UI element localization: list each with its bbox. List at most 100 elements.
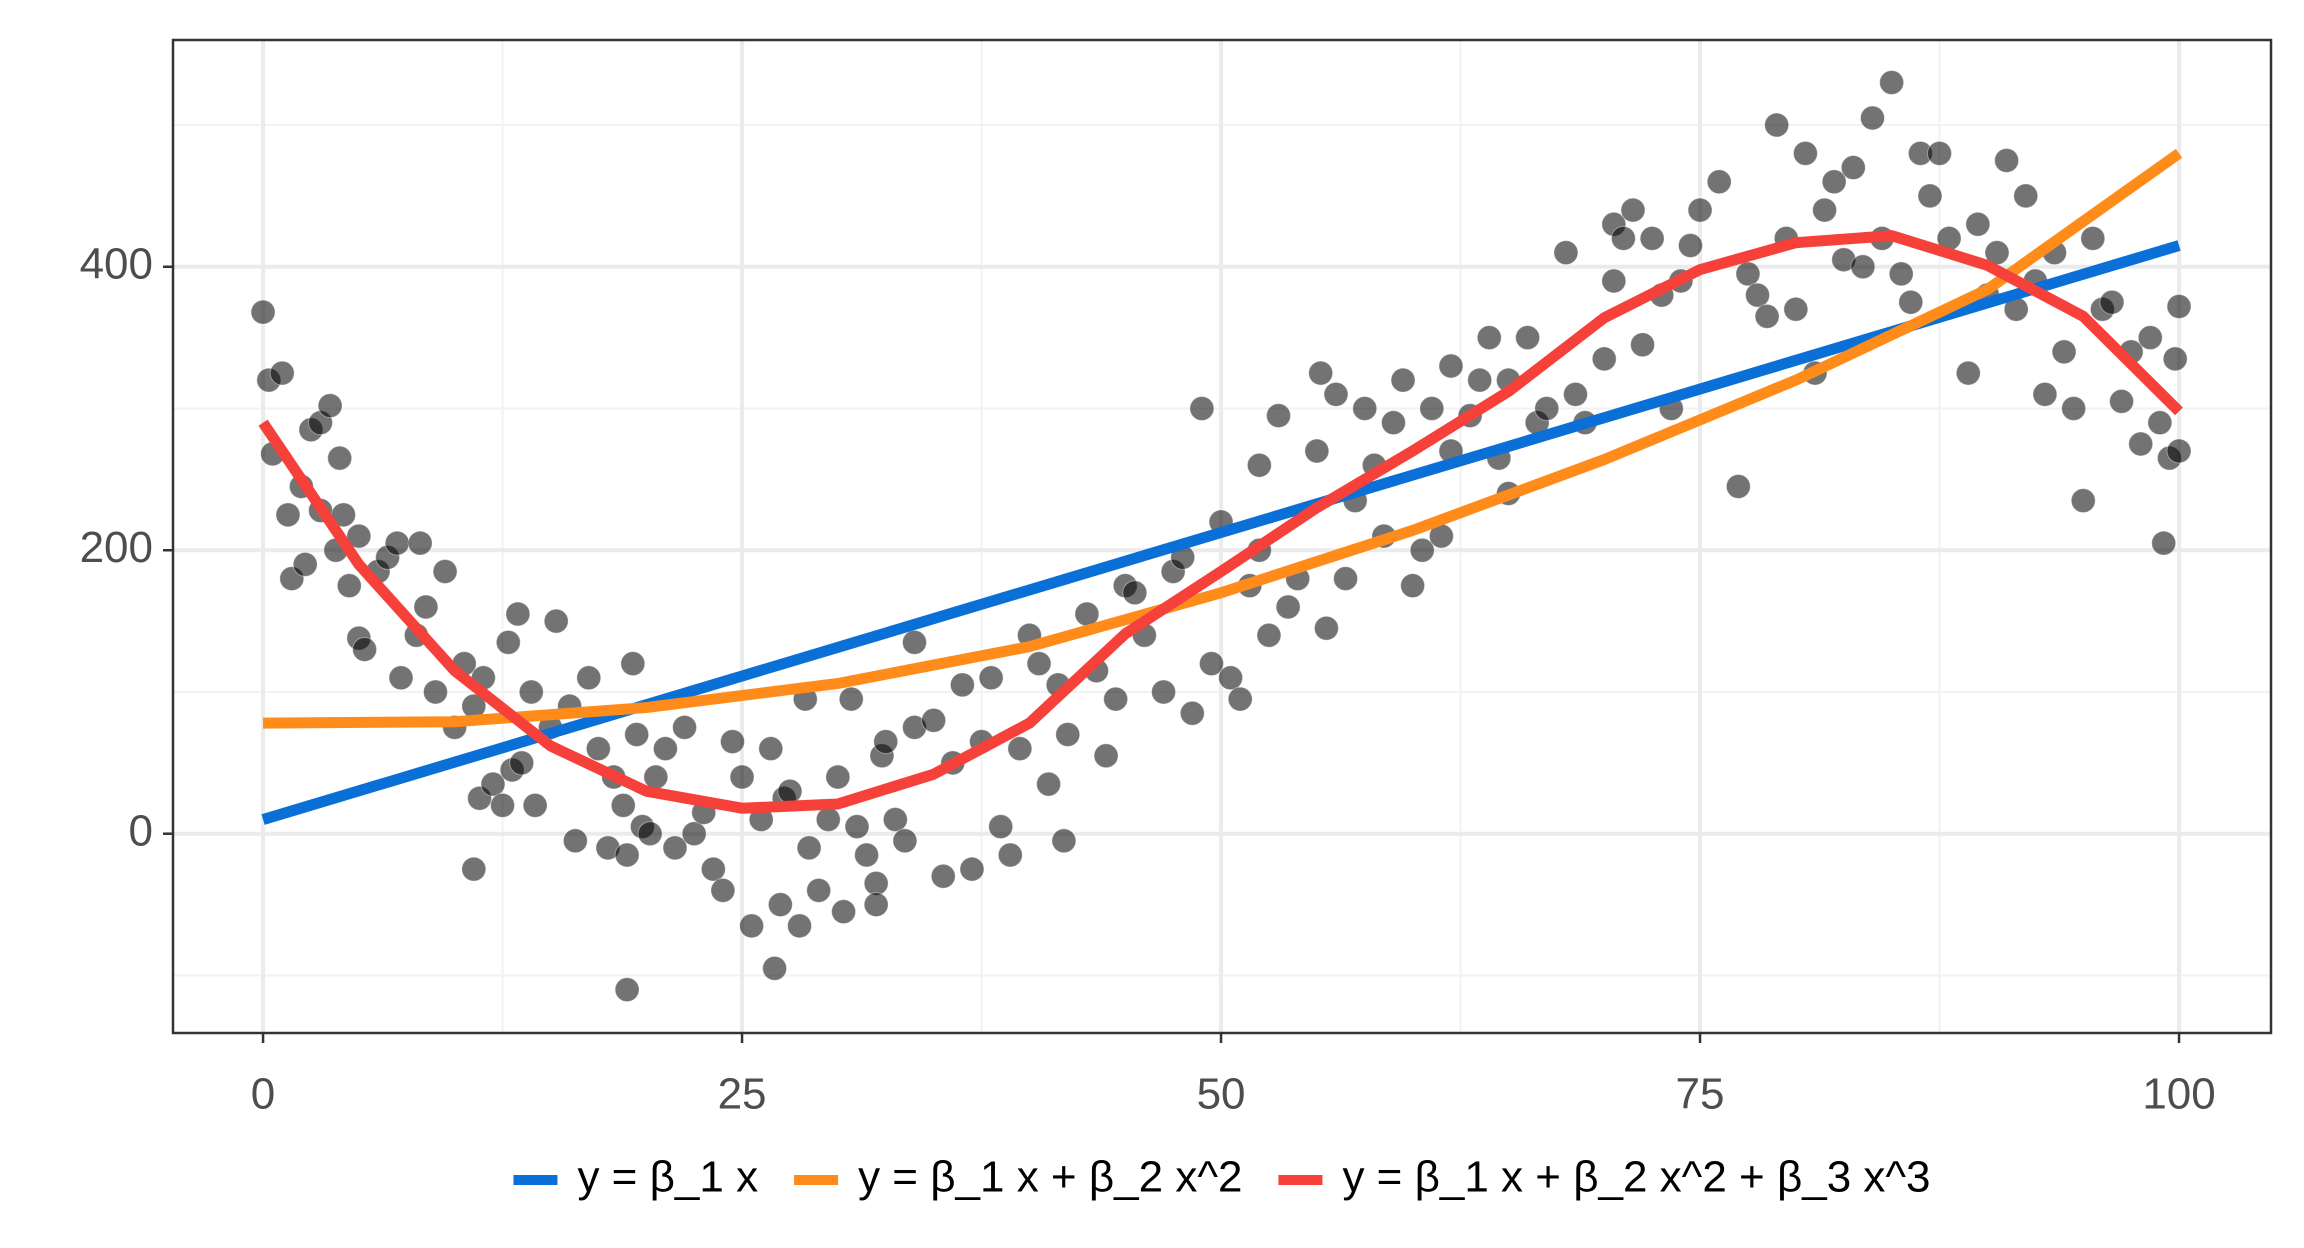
point <box>1515 325 1541 351</box>
point <box>2162 346 2188 372</box>
point <box>873 729 899 755</box>
point <box>610 792 636 818</box>
legend-label: y = β_1 x + β_2 x^2 <box>858 1153 1242 1202</box>
point <box>384 530 410 556</box>
point <box>2013 183 2039 209</box>
point <box>1927 140 1953 166</box>
point <box>1179 700 1205 726</box>
point <box>562 828 588 854</box>
point <box>652 736 678 762</box>
point <box>1151 679 1177 705</box>
point <box>388 665 414 691</box>
point <box>1783 296 1809 322</box>
point <box>352 636 378 662</box>
point <box>1055 722 1081 748</box>
point <box>1122 580 1148 606</box>
point <box>1955 360 1981 386</box>
point <box>346 523 372 549</box>
point <box>422 679 448 705</box>
point <box>2070 488 2096 514</box>
point <box>2109 388 2135 414</box>
point <box>838 686 864 712</box>
point <box>1323 381 1349 407</box>
point <box>662 835 688 861</box>
point <box>336 573 362 599</box>
point <box>1591 346 1617 372</box>
point <box>250 299 276 325</box>
point <box>2032 381 2058 407</box>
point <box>844 814 870 840</box>
point <box>901 629 927 655</box>
point <box>1898 289 1924 315</box>
axes: 0 25 50 75 100 0 200 400 <box>80 239 2216 1118</box>
point <box>2080 225 2106 251</box>
fit-line <box>263 148 2183 729</box>
point <box>585 736 611 762</box>
point <box>2128 431 2154 457</box>
point <box>815 807 841 833</box>
point <box>620 651 646 677</box>
point <box>806 877 832 903</box>
point <box>480 771 506 797</box>
point <box>854 842 880 868</box>
point <box>407 530 433 556</box>
point <box>1639 225 1665 251</box>
point <box>1917 183 1943 209</box>
point <box>317 393 343 419</box>
point <box>988 814 1014 840</box>
point <box>767 892 793 918</box>
point <box>1313 615 1339 641</box>
x-tick-label: 75 <box>1676 1070 1725 1119</box>
point <box>1994 147 2020 173</box>
point <box>1380 410 1406 436</box>
point <box>1227 686 1253 712</box>
point <box>1218 665 1244 691</box>
point <box>495 629 521 655</box>
fit-line <box>261 240 2181 825</box>
legend: y = β_1 x y = β_1 x + β_2 x^2 y = β_1 x + … <box>513 1153 1931 1202</box>
point <box>505 601 531 627</box>
point <box>2061 396 2087 422</box>
point <box>275 502 301 528</box>
legend-label: y = β_1 x <box>577 1153 758 1202</box>
point <box>576 665 602 691</box>
point <box>1677 233 1703 259</box>
point <box>1735 261 1761 287</box>
point <box>614 842 640 868</box>
y-tick-label: 200 <box>80 523 153 572</box>
point <box>1467 367 1493 393</box>
point <box>729 764 755 790</box>
point <box>1026 651 1052 677</box>
point <box>796 835 822 861</box>
point <box>930 863 956 889</box>
point <box>1534 396 1560 422</box>
point <box>2099 289 2125 315</box>
point <box>1419 396 1445 422</box>
point <box>1850 254 1876 280</box>
point <box>1553 240 1579 266</box>
point <box>2151 530 2177 556</box>
point <box>432 559 458 585</box>
point <box>2137 325 2163 351</box>
point <box>413 594 439 620</box>
point <box>1562 381 1588 407</box>
point <box>739 913 765 939</box>
point <box>269 360 295 386</box>
point <box>1821 169 1847 195</box>
legend-label: y = β_1 x + β_2 x^2 + β_3 x^3 <box>1342 1153 1930 1202</box>
point <box>2166 438 2192 464</box>
point <box>921 707 947 733</box>
point <box>1620 197 1646 223</box>
point <box>710 877 736 903</box>
point <box>1275 594 1301 620</box>
point <box>1840 155 1866 181</box>
point <box>1601 268 1627 294</box>
point <box>490 792 516 818</box>
point <box>1093 743 1119 769</box>
point <box>1308 360 1334 386</box>
y-tick-label: 400 <box>80 239 153 288</box>
point <box>825 764 851 790</box>
point <box>758 736 784 762</box>
